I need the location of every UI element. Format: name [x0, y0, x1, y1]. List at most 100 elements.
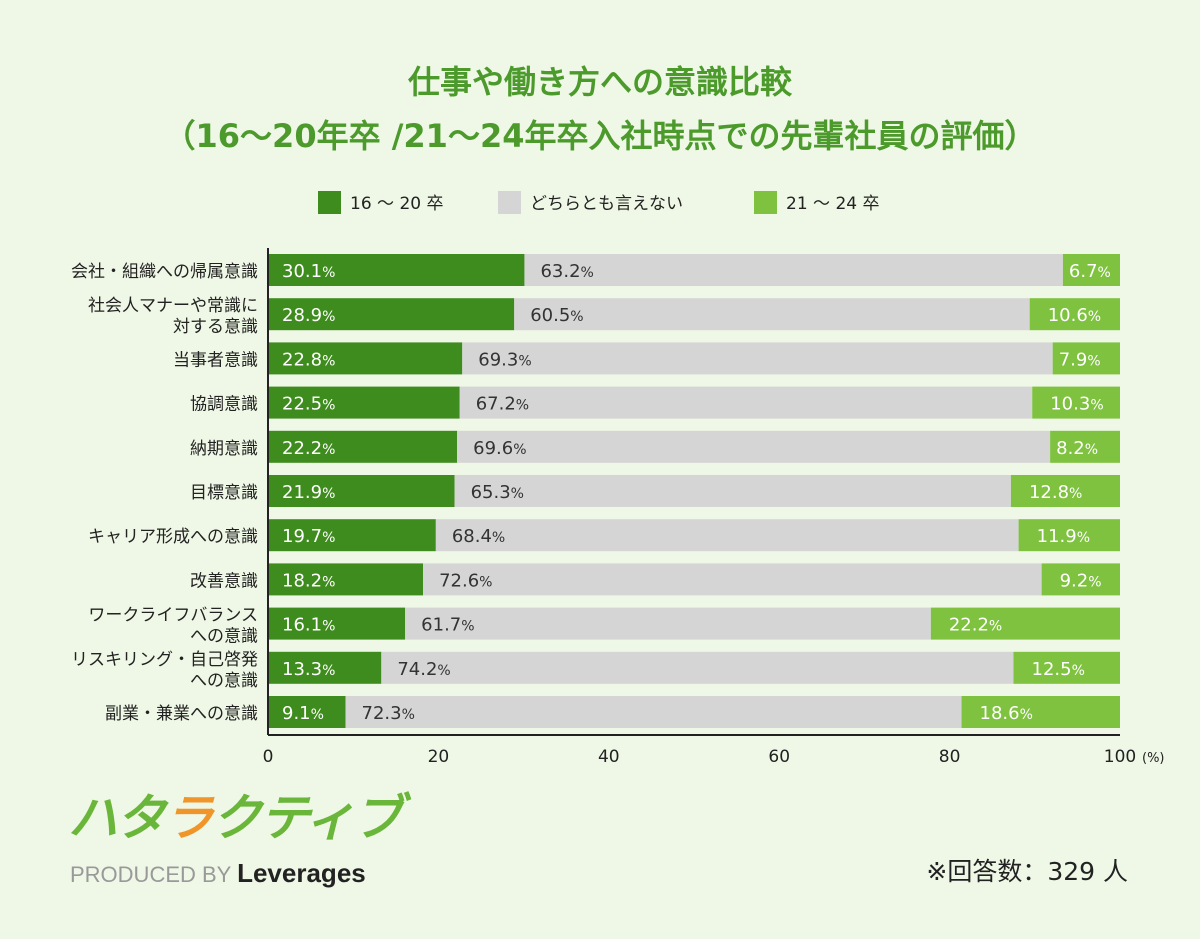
bar-segment [930, 607, 1120, 640]
x-tick-label: 60 [768, 747, 790, 767]
category-label: への意識 [190, 627, 258, 647]
data-label: 63.2% [540, 261, 593, 282]
data-label: 8.2% [1056, 438, 1098, 459]
bar-segment [381, 651, 1014, 684]
data-label: 11.9% [1037, 526, 1090, 547]
chart-subtitle: （16～20年卒 /21～24年卒入社時点での先輩社員の評価） [163, 117, 1037, 155]
bar-segment [268, 563, 424, 596]
data-label: 19.7% [282, 526, 335, 547]
data-label: 10.6% [1048, 305, 1101, 326]
data-label: 68.4% [452, 526, 505, 547]
company-name: Leverages [237, 858, 366, 888]
data-label: 18.6% [980, 703, 1033, 724]
x-tick-label: 0 [263, 747, 274, 767]
data-label: 13.3% [282, 659, 335, 680]
bar-segment [1052, 342, 1120, 375]
category-label: 改善意識 [190, 571, 258, 591]
category-label: 協調意識 [190, 395, 258, 415]
data-label: 9.2% [1060, 570, 1102, 591]
bar-segment [1018, 519, 1120, 552]
bar-segment [268, 342, 463, 375]
category-label: 副業・兼業への意識 [105, 704, 258, 724]
bar-segment [268, 651, 382, 684]
data-label: 22.2% [282, 438, 335, 459]
data-label: 10.3% [1050, 394, 1103, 415]
legend-swatch [498, 191, 521, 214]
bar-segment [268, 430, 458, 463]
data-label: 9.1% [282, 703, 324, 724]
data-label: 16.1% [282, 615, 335, 636]
bar-segment [405, 607, 931, 640]
bar-segment [268, 475, 455, 507]
produced-by-text: PRODUCED BY [70, 862, 231, 887]
stacked-bar-chart: 16 ～ 20 卒 どちらとも言えない 21 ～ 24 卒 30.1% 63.2% 6.7… [71, 191, 1165, 767]
data-label: 6.7% [1069, 261, 1111, 282]
bar-segment [268, 607, 406, 640]
category-label: リスキリング・自己啓発 [71, 650, 258, 670]
category-label: への意識 [190, 671, 258, 691]
bar-segment [1041, 563, 1120, 596]
bar-segment [1010, 475, 1120, 507]
data-label: 61.7% [421, 615, 474, 636]
data-label: 74.2% [397, 659, 450, 680]
data-label: 30.1% [282, 261, 335, 282]
category-label: 当事者意識 [173, 350, 258, 370]
bar-segment [1050, 430, 1120, 463]
bar-segment [268, 254, 525, 286]
category-label: 対する意識 [173, 317, 258, 337]
bar-segment [345, 696, 962, 728]
produced-by: PRODUCED BY Leverages [70, 858, 366, 890]
bar-segment [435, 519, 1019, 552]
legend-swatch [754, 191, 777, 214]
chart-title: 仕事や働き方への意識比較 [407, 63, 792, 101]
bar-segment [462, 342, 1053, 375]
category-label: 会社・組織への帰属意識 [71, 262, 258, 282]
bar-segment [961, 696, 1120, 728]
bar-segment [1029, 298, 1120, 331]
data-label: 28.9% [282, 305, 335, 326]
data-label: 65.3% [471, 482, 524, 503]
category-label: キャリア形成への意識 [88, 527, 258, 547]
bar-segment [524, 254, 1063, 286]
bar-segment [268, 696, 346, 728]
legend-label: 16 ～ 20 卒 [350, 194, 443, 214]
data-label: 18.2% [282, 570, 335, 591]
data-label: 12.8% [1029, 482, 1082, 503]
data-label: 69.3% [478, 349, 531, 370]
data-label: 22.5% [282, 394, 335, 415]
bar-segment [1062, 254, 1120, 286]
x-tick-label: 20 [428, 747, 450, 767]
category-label: 社会人マナーや常識に [88, 296, 258, 316]
data-label: 7.9% [1059, 349, 1101, 370]
data-label: 60.5% [530, 305, 583, 326]
bar-segment [268, 519, 436, 552]
legend-label: どちらとも言えない [530, 194, 683, 214]
hataractive-logo: ハタラクティブ [68, 789, 403, 847]
x-axis-unit: (%) [1142, 751, 1165, 766]
data-label: 12.5% [1032, 659, 1085, 680]
data-label: 22.8% [282, 349, 335, 370]
bar-segment [457, 430, 1051, 463]
bar-segment [268, 386, 460, 419]
data-label: 72.6% [439, 570, 492, 591]
x-tick-label: 100 [1104, 747, 1136, 767]
data-label: 22.2% [949, 615, 1002, 636]
data-label: 67.2% [476, 394, 529, 415]
data-label: 72.3% [362, 703, 415, 724]
category-label: ワークライフバランス [88, 606, 258, 626]
legend-label: 21 ～ 24 卒 [786, 194, 879, 214]
bar-segment [514, 298, 1030, 331]
x-tick-label: 80 [939, 747, 961, 767]
category-label: 目標意識 [190, 483, 258, 503]
data-label: 21.9% [282, 482, 335, 503]
legend-swatch [318, 191, 341, 214]
bar-segment [1013, 651, 1120, 684]
respondent-count: ※回答数：329 人 [926, 857, 1128, 886]
bar-segment [268, 298, 515, 331]
bar-segment [454, 475, 1011, 507]
bar-segment [1032, 386, 1120, 419]
x-tick-label: 40 [598, 747, 620, 767]
bar-segment [423, 563, 1042, 596]
data-label: 69.6% [473, 438, 526, 459]
category-label: 納期意識 [190, 439, 258, 459]
